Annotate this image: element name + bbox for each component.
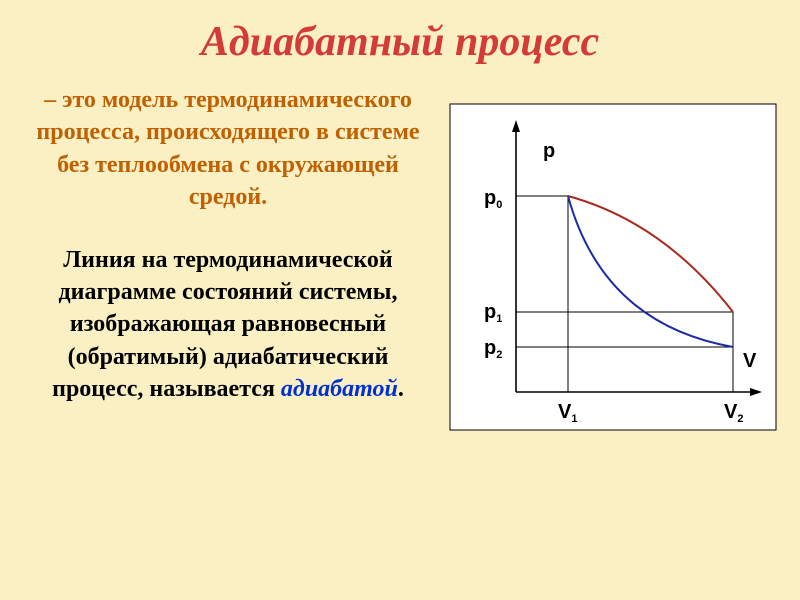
definition-text: – это модель термодинамического процесса…: [28, 84, 428, 214]
x-axis-label: V: [743, 350, 757, 372]
chart-box: pVp0p1p2V1V2: [448, 102, 778, 432]
chart-panel-bg: [450, 104, 776, 430]
term: адиабатой: [281, 376, 398, 402]
text-column: – это модель термодинамического процесса…: [28, 84, 428, 406]
slide: Адиабатный процесс – это модель термодин…: [0, 0, 800, 600]
description-text: Линия на термодинамической диаграмме сос…: [28, 244, 428, 406]
pv-diagram: pVp0p1p2V1V2: [448, 102, 778, 432]
y-axis-label: p: [543, 140, 555, 162]
slide-title: Адиабатный процесс: [28, 18, 772, 66]
content-row: – это модель термодинамического процесса…: [28, 84, 772, 432]
chart-column: pVp0p1p2V1V2: [448, 84, 778, 432]
description-post: .: [398, 376, 404, 402]
